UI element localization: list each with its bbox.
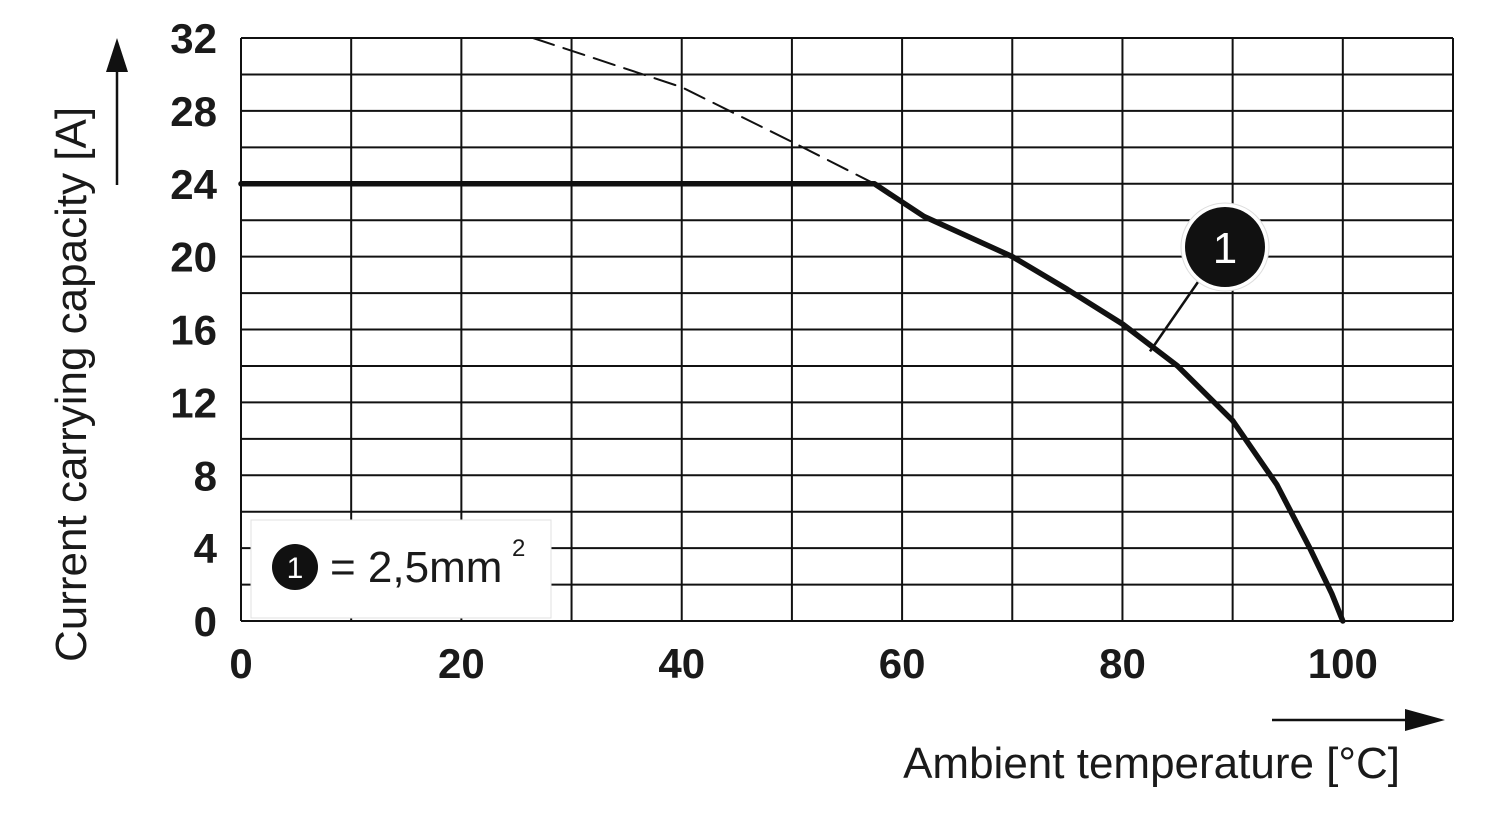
x-axis-title: Ambient temperature [°C] xyxy=(903,739,1400,788)
series-callout: 1 xyxy=(1148,202,1270,353)
legend-text: = 2,5mm xyxy=(330,543,502,592)
y-axis-arrow xyxy=(106,38,128,185)
series-line-extrapolated xyxy=(532,37,876,185)
legend: 1 = 2,5mm 2 xyxy=(250,519,552,619)
y-tick-label: 0 xyxy=(194,598,217,645)
x-axis-ticks: 0 20 40 60 80 100 xyxy=(229,640,1378,687)
chart-series xyxy=(238,37,1346,624)
callout-label: 1 xyxy=(1213,224,1237,273)
callout-leader-line xyxy=(1148,281,1200,353)
y-axis-ticks: 0 4 8 12 16 20 24 28 32 xyxy=(170,15,217,645)
y-tick-label: 12 xyxy=(170,379,217,426)
legend-marker-label: 1 xyxy=(287,552,304,585)
y-tick-label: 32 xyxy=(170,15,217,62)
y-tick-label: 8 xyxy=(194,452,217,499)
y-tick-label: 24 xyxy=(170,161,217,208)
callout-marker xyxy=(1185,207,1265,287)
x-tick-label: 100 xyxy=(1308,640,1378,687)
legend-marker xyxy=(272,544,318,590)
x-tick-label: 60 xyxy=(879,640,926,687)
series-line xyxy=(238,181,1346,624)
x-tick-label: 40 xyxy=(658,640,705,687)
y-tick-label: 20 xyxy=(170,234,217,281)
x-axis-arrow xyxy=(1272,709,1445,731)
legend-superscript: 2 xyxy=(512,535,525,562)
y-tick-label: 4 xyxy=(194,525,218,572)
x-tick-label: 20 xyxy=(438,640,485,687)
x-tick-label: 80 xyxy=(1099,640,1146,687)
x-tick-label: 0 xyxy=(229,640,252,687)
y-axis-title: Current carrying capacity [A] xyxy=(47,107,96,662)
y-tick-label: 28 xyxy=(170,88,217,135)
y-tick-label: 16 xyxy=(170,307,217,354)
